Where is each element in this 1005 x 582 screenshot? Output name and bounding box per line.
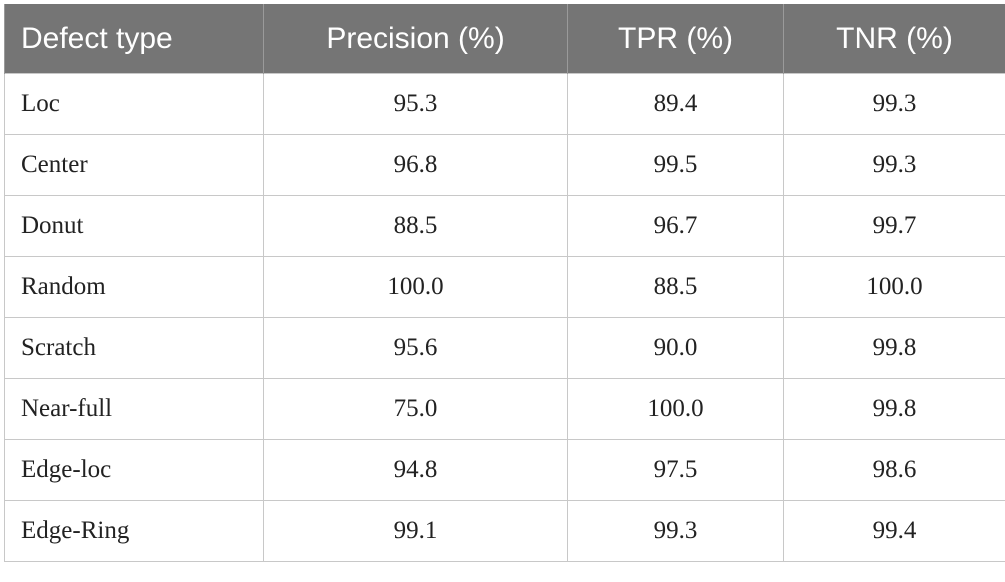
header-precision: Precision (%) (263, 4, 568, 74)
cell-precision: 95.6 (263, 317, 568, 379)
defect-metrics-table: Defect type Precision (%) TPR (%) TNR (%… (4, 4, 1005, 562)
cell-precision: 75.0 (263, 378, 568, 440)
cell-precision: 100.0 (263, 256, 568, 318)
cell-tnr: 100.0 (783, 256, 1005, 318)
cell-defect-type: Center (4, 134, 264, 196)
table-row: Edge-Ring 99.1 99.3 99.4 (4, 500, 1005, 562)
cell-tnr: 99.8 (783, 317, 1005, 379)
results-table-container: Defect type Precision (%) TPR (%) TNR (%… (4, 4, 1005, 562)
cell-tpr: 97.5 (567, 439, 784, 501)
table-row: Near-full 75.0 100.0 99.8 (4, 378, 1005, 440)
cell-defect-type: Edge-Ring (4, 500, 264, 562)
cell-precision: 99.1 (263, 500, 568, 562)
header-defect-type: Defect type (4, 4, 264, 74)
cell-defect-type: Scratch (4, 317, 264, 379)
cell-tpr: 99.3 (567, 500, 784, 562)
header-tpr: TPR (%) (567, 4, 784, 74)
cell-precision: 95.3 (263, 73, 568, 135)
table-row: Random 100.0 88.5 100.0 (4, 256, 1005, 318)
cell-tnr: 99.3 (783, 134, 1005, 196)
table-row: Edge-loc 94.8 97.5 98.6 (4, 439, 1005, 501)
cell-tnr: 99.7 (783, 195, 1005, 257)
table-row: Loc 95.3 89.4 99.3 (4, 73, 1005, 135)
cell-tpr: 89.4 (567, 73, 784, 135)
header-tnr: TNR (%) (783, 4, 1005, 74)
cell-tpr: 99.5 (567, 134, 784, 196)
cell-tpr: 88.5 (567, 256, 784, 318)
cell-precision: 96.8 (263, 134, 568, 196)
cell-tnr: 99.4 (783, 500, 1005, 562)
cell-tnr: 99.8 (783, 378, 1005, 440)
table-row: Scratch 95.6 90.0 99.8 (4, 317, 1005, 379)
cell-tpr: 96.7 (567, 195, 784, 257)
cell-precision: 94.8 (263, 439, 568, 501)
cell-defect-type: Near-full (4, 378, 264, 440)
cell-defect-type: Loc (4, 73, 264, 135)
cell-precision: 88.5 (263, 195, 568, 257)
cell-defect-type: Random (4, 256, 264, 318)
table-row: Donut 88.5 96.7 99.7 (4, 195, 1005, 257)
table-row: Center 96.8 99.5 99.3 (4, 134, 1005, 196)
cell-tnr: 99.3 (783, 73, 1005, 135)
cell-tpr: 90.0 (567, 317, 784, 379)
cell-defect-type: Donut (4, 195, 264, 257)
cell-defect-type: Edge-loc (4, 439, 264, 501)
cell-tpr: 100.0 (567, 378, 784, 440)
table-header-row: Defect type Precision (%) TPR (%) TNR (%… (4, 4, 1005, 74)
cell-tnr: 98.6 (783, 439, 1005, 501)
